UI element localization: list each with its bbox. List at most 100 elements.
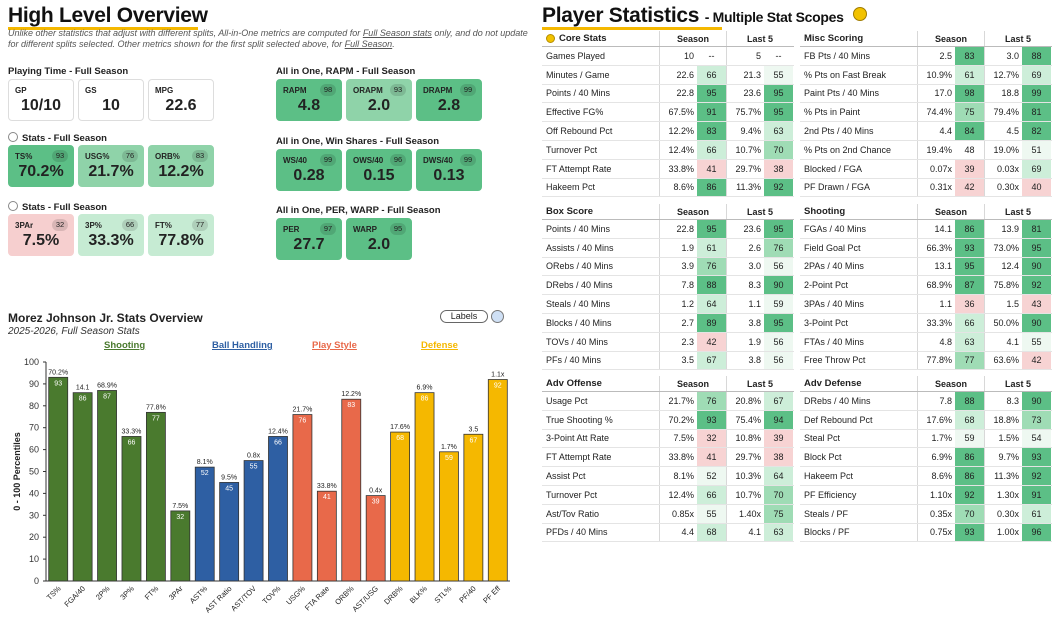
bar-blk-[interactable] <box>414 392 435 582</box>
bar-orb-[interactable] <box>341 398 362 582</box>
last5-value: 5 <box>726 47 764 65</box>
bar-percentile-label: 86 <box>79 396 87 403</box>
stat-name: Def Rebound Pct <box>804 414 873 425</box>
season-value: 7.8 <box>917 392 955 410</box>
last5-percentile: 59 <box>764 295 793 313</box>
last5-percentile: 43 <box>1022 295 1051 313</box>
stat-card-label: FT% <box>155 221 172 230</box>
bar-percentile-label: 41 <box>323 494 331 501</box>
stat-card-value: 33.3% <box>88 232 134 249</box>
x-tick-label: TS% <box>45 584 63 602</box>
stat-name: 3PAs / 40 Mins <box>804 299 864 310</box>
bar-stat-label: 68.9% <box>97 382 117 389</box>
last5-value: 3.8 <box>726 351 764 370</box>
card-group-label[interactable]: Stats - Full Season <box>8 132 107 144</box>
last5-percentile: 55 <box>1022 332 1051 351</box>
bar-fga-40[interactable] <box>72 392 93 582</box>
stats-title-text: Player Statistics <box>542 4 700 27</box>
stat-name: 3-Point Att Rate <box>546 433 610 444</box>
table-header: Adv Defense Season Last 5 <box>800 376 1052 392</box>
bar-percentile-label: 66 <box>128 439 136 446</box>
stat-card-value: 2.0 <box>367 236 391 253</box>
stat-name: FT Attempt Rate <box>546 452 612 463</box>
season-value: 7.8 <box>659 276 697 295</box>
stat-name: Assists / 40 Mins <box>546 242 614 253</box>
stat-card-value: 0.28 <box>293 167 325 184</box>
last5-value: 29.7% <box>726 159 764 178</box>
table-adv-offense: Adv Offense Season Last 5 Usage Pct 21.7% 76 2… <box>542 376 794 543</box>
labels-toggle-switch[interactable] <box>491 310 504 323</box>
table-title: Adv Defense <box>804 378 862 389</box>
card-group-label: All in One, PER, WARP - Full Season <box>276 205 441 216</box>
bar-pf-40[interactable] <box>463 433 484 582</box>
season-value: 67.5% <box>659 103 697 122</box>
y-tick-label: 20 <box>29 532 39 542</box>
bar-drb-[interactable] <box>390 431 411 582</box>
bar-3par[interactable] <box>170 510 191 582</box>
stat-name: Effective FG% <box>546 107 604 118</box>
stat-card-ws-40: WS/40 0.28 99 <box>276 149 342 191</box>
bar-percentile-label: 77 <box>152 415 160 422</box>
bar-fta-rate[interactable] <box>316 490 337 582</box>
stat-name: % Pts on Fast Break <box>804 69 887 80</box>
last5-percentile: 61 <box>1022 504 1051 523</box>
bar-ts-[interactable] <box>48 376 69 582</box>
last5-percentile: 93 <box>1022 448 1051 467</box>
y-tick-label: 40 <box>29 488 39 498</box>
percentile-badge: 99 <box>460 84 476 96</box>
labels-toggle-button[interactable]: Labels <box>440 310 488 323</box>
bar-pf-eff[interactable] <box>487 379 508 582</box>
last5-percentile: 81 <box>1022 103 1051 122</box>
stat-card-gs: GS 10 <box>78 79 144 121</box>
last5-percentile: 95 <box>1022 238 1051 257</box>
bar-stl-[interactable] <box>439 451 459 582</box>
scope-coin-icon[interactable] <box>853 7 868 21</box>
last5-value: 21.3 <box>726 65 764 84</box>
legend-defense[interactable]: Defense <box>421 340 458 351</box>
bar-stat-label: 21.7% <box>292 407 312 414</box>
season-value: 4.8 <box>917 332 955 351</box>
bar-stat-label: 33.3% <box>122 428 142 435</box>
bar-ast-[interactable] <box>194 466 215 582</box>
legend-play-style[interactable]: Play Style <box>312 340 357 351</box>
bar-ast-tov[interactable] <box>243 460 264 582</box>
legend-shooting[interactable]: Shooting <box>104 340 146 351</box>
table-title: Shooting <box>804 206 846 217</box>
bar-ft-[interactable] <box>145 411 166 582</box>
season-percentile: 55 <box>697 504 726 523</box>
full-season-stats-link[interactable]: Full Season stats <box>362 28 432 38</box>
full-season-link[interactable]: Full Season <box>344 39 393 49</box>
last5-percentile: 95 <box>764 103 793 122</box>
bar-percentile-label: 59 <box>445 455 453 462</box>
overview-title: High Level Overview <box>8 4 208 30</box>
x-tick-label: BLK% <box>408 584 429 605</box>
bar-3p-[interactable] <box>121 436 142 582</box>
table-row: Effective FG% 67.5% 91 75.7% 95 <box>542 103 794 123</box>
table-header: Misc Scoring Season Last 5 <box>800 31 1052 47</box>
y-tick-label: 100 <box>24 357 39 367</box>
season-percentile: 41 <box>697 159 726 178</box>
season-percentile: 52 <box>697 467 726 485</box>
x-tick-label: FTA Rate <box>303 584 331 612</box>
last5-percentile: 63 <box>764 122 793 140</box>
stat-card-label: WARP <box>353 225 377 234</box>
bar-2p-[interactable] <box>97 390 117 582</box>
x-tick-label: FT% <box>143 584 161 602</box>
bar-tov-[interactable] <box>268 436 288 582</box>
table-row: Paint Pts / 40 Mins 17.0 98 18.8 99 <box>800 84 1052 104</box>
bar-stat-label: 33.8% <box>317 483 337 490</box>
bar-ast-ratio[interactable] <box>219 482 240 582</box>
season-percentile: 88 <box>955 392 984 410</box>
bar-percentile-label: 52 <box>201 470 209 477</box>
season-percentile: 48 <box>964 144 975 155</box>
card-group-label[interactable]: Stats - Full Season <box>8 201 107 213</box>
stat-name: Blocks / PF <box>804 527 850 538</box>
legend-ball-handling[interactable]: Ball Handling <box>212 340 273 351</box>
last5-percentile: 73 <box>1022 410 1051 429</box>
last5-percentile: 88 <box>1022 47 1051 65</box>
percentile-badge: 99 <box>460 154 476 166</box>
last5-percentile: 70 <box>764 485 793 504</box>
bar-usg-[interactable] <box>292 414 313 582</box>
stats-title: Player Statistics - Multiple Stat Scopes <box>542 4 868 30</box>
bar-ast-usg[interactable] <box>365 495 386 582</box>
